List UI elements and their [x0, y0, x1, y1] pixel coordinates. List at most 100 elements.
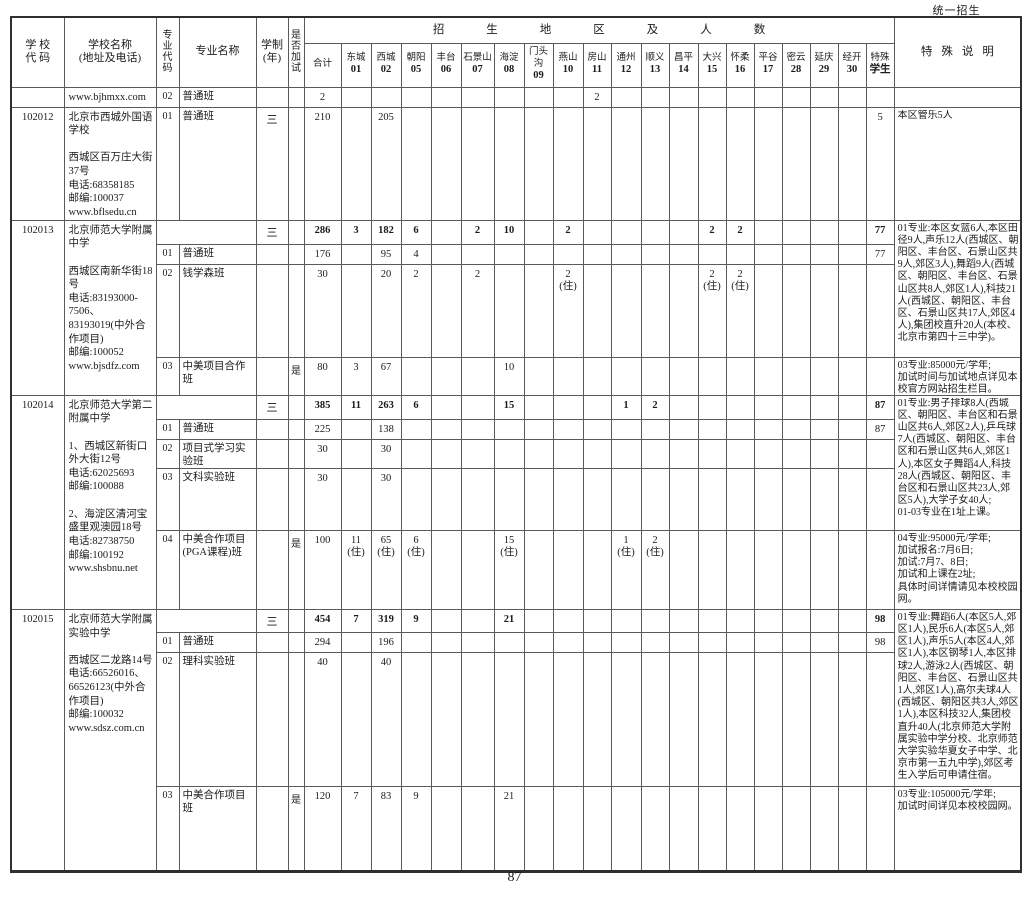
special-student-cell: 98 — [865, 608, 895, 633]
count-cell — [552, 438, 584, 469]
special-note-cell: 01专业:男子排球8人(西城区、朝阳区、丰台区和石景山区共6人,郊区2人),乒乓… — [893, 394, 1022, 531]
special-note-cell: 01专业:本区女篮6人,本区田径9人,声乐12人(西城区、朝阳区、丰台区、石景山… — [893, 219, 1022, 358]
count-cell — [640, 219, 670, 245]
exam-flag-cell — [287, 263, 305, 358]
exam-flag-cell — [287, 438, 305, 469]
major-code-cell: 01 — [155, 106, 180, 221]
count-cell — [668, 529, 699, 610]
count-cell: 1 — [610, 394, 642, 420]
count-cell — [552, 785, 584, 872]
count-cell: 138 — [370, 418, 402, 440]
count-cell — [493, 418, 525, 440]
major-name-cell: 理科实验班 — [178, 651, 257, 787]
special-note-cell: 03专业:85000元/学年; 加试时间与加试地点详见本校官方网站招生栏目。 — [893, 356, 1022, 396]
exam-flag-cell — [287, 394, 305, 420]
count-cell — [582, 356, 612, 396]
major-name-cell: 项目式学习实验班 — [178, 438, 257, 469]
count-cell: 2 — [460, 219, 495, 245]
count-cell — [552, 418, 584, 440]
count-cell — [781, 243, 811, 265]
count-cell — [610, 608, 642, 633]
count-cell — [552, 243, 584, 265]
count-cell — [725, 356, 755, 396]
count-cell — [430, 529, 462, 610]
major-code-cell: 01 — [155, 631, 180, 653]
count-cell: 2 (住) — [725, 263, 755, 358]
count-cell — [837, 418, 867, 440]
major-name-cell: 普通班 — [178, 631, 257, 653]
count-cell — [493, 467, 525, 531]
count-cell — [582, 106, 612, 221]
major-code-cell: 03 — [155, 467, 180, 531]
header-exam: 是 否 加 试 — [287, 16, 305, 88]
major-code-cell: 02 — [155, 438, 180, 469]
exam-flag-cell: 是 — [287, 529, 305, 610]
count-cell — [610, 631, 642, 653]
count-cell: 210 — [303, 106, 342, 221]
header-col-12: 通州 12 — [610, 42, 642, 88]
major-name-cell: 普通班 — [178, 418, 257, 440]
count-cell — [640, 438, 670, 469]
header-col-11: 房山 11 — [582, 42, 612, 88]
count-cell — [430, 631, 462, 653]
count-cell — [400, 418, 432, 440]
header-col-28: 密云 28 — [781, 42, 811, 88]
count-cell — [781, 106, 811, 221]
count-cell — [582, 219, 612, 245]
header-col-17: 平谷 17 — [753, 42, 783, 88]
count-cell — [523, 394, 554, 420]
major-merged-cell — [155, 219, 257, 245]
count-cell — [640, 608, 670, 633]
count-cell: 15 — [493, 394, 525, 420]
count-cell — [523, 106, 554, 221]
count-cell — [430, 219, 462, 245]
special-student-cell: 87 — [865, 394, 895, 420]
count-cell — [781, 467, 811, 531]
count-cell: 319 — [370, 608, 402, 633]
count-cell — [725, 438, 755, 469]
count-cell — [697, 651, 727, 787]
header-school-code: 学 校 代 码 — [10, 16, 65, 88]
count-cell — [430, 394, 462, 420]
major-name-cell: 普通班 — [178, 243, 257, 265]
count-cell: 2 (住) — [552, 263, 584, 358]
count-cell: 100 — [303, 529, 342, 610]
count-cell — [582, 608, 612, 633]
count-cell: 454 — [303, 608, 342, 633]
count-cell — [610, 438, 642, 469]
special-student-cell: 98 — [865, 631, 895, 653]
count-cell — [340, 243, 372, 265]
major-name-cell: 文科实验班 — [178, 467, 257, 531]
count-cell — [697, 86, 727, 108]
count-cell — [697, 243, 727, 265]
count-cell — [430, 356, 462, 396]
major-code-cell: 04 — [155, 529, 180, 610]
major-name-cell: 中美合作项目班 — [178, 785, 257, 872]
count-cell — [640, 356, 670, 396]
count-cell — [430, 785, 462, 872]
count-cell: 7 — [340, 785, 372, 872]
count-cell: 20 — [370, 263, 402, 358]
duration-cell — [255, 263, 289, 358]
count-cell: 30 — [303, 438, 342, 469]
count-cell — [430, 651, 462, 787]
count-cell — [697, 438, 727, 469]
duration-cell — [255, 243, 289, 265]
exam-flag-cell — [287, 243, 305, 265]
count-cell — [400, 438, 432, 469]
count-cell — [460, 418, 495, 440]
count-cell — [697, 394, 727, 420]
count-cell: 176 — [303, 243, 342, 265]
count-cell — [610, 467, 642, 531]
count-cell — [753, 651, 783, 787]
count-cell — [582, 785, 612, 872]
exam-flag-cell — [287, 467, 305, 531]
header-col-02: 西城 02 — [370, 42, 402, 88]
count-cell — [340, 263, 372, 358]
count-cell — [725, 631, 755, 653]
count-cell — [340, 467, 372, 531]
count-cell: 10 — [493, 356, 525, 396]
count-cell — [640, 785, 670, 872]
count-cell — [697, 106, 727, 221]
count-cell — [552, 608, 584, 633]
